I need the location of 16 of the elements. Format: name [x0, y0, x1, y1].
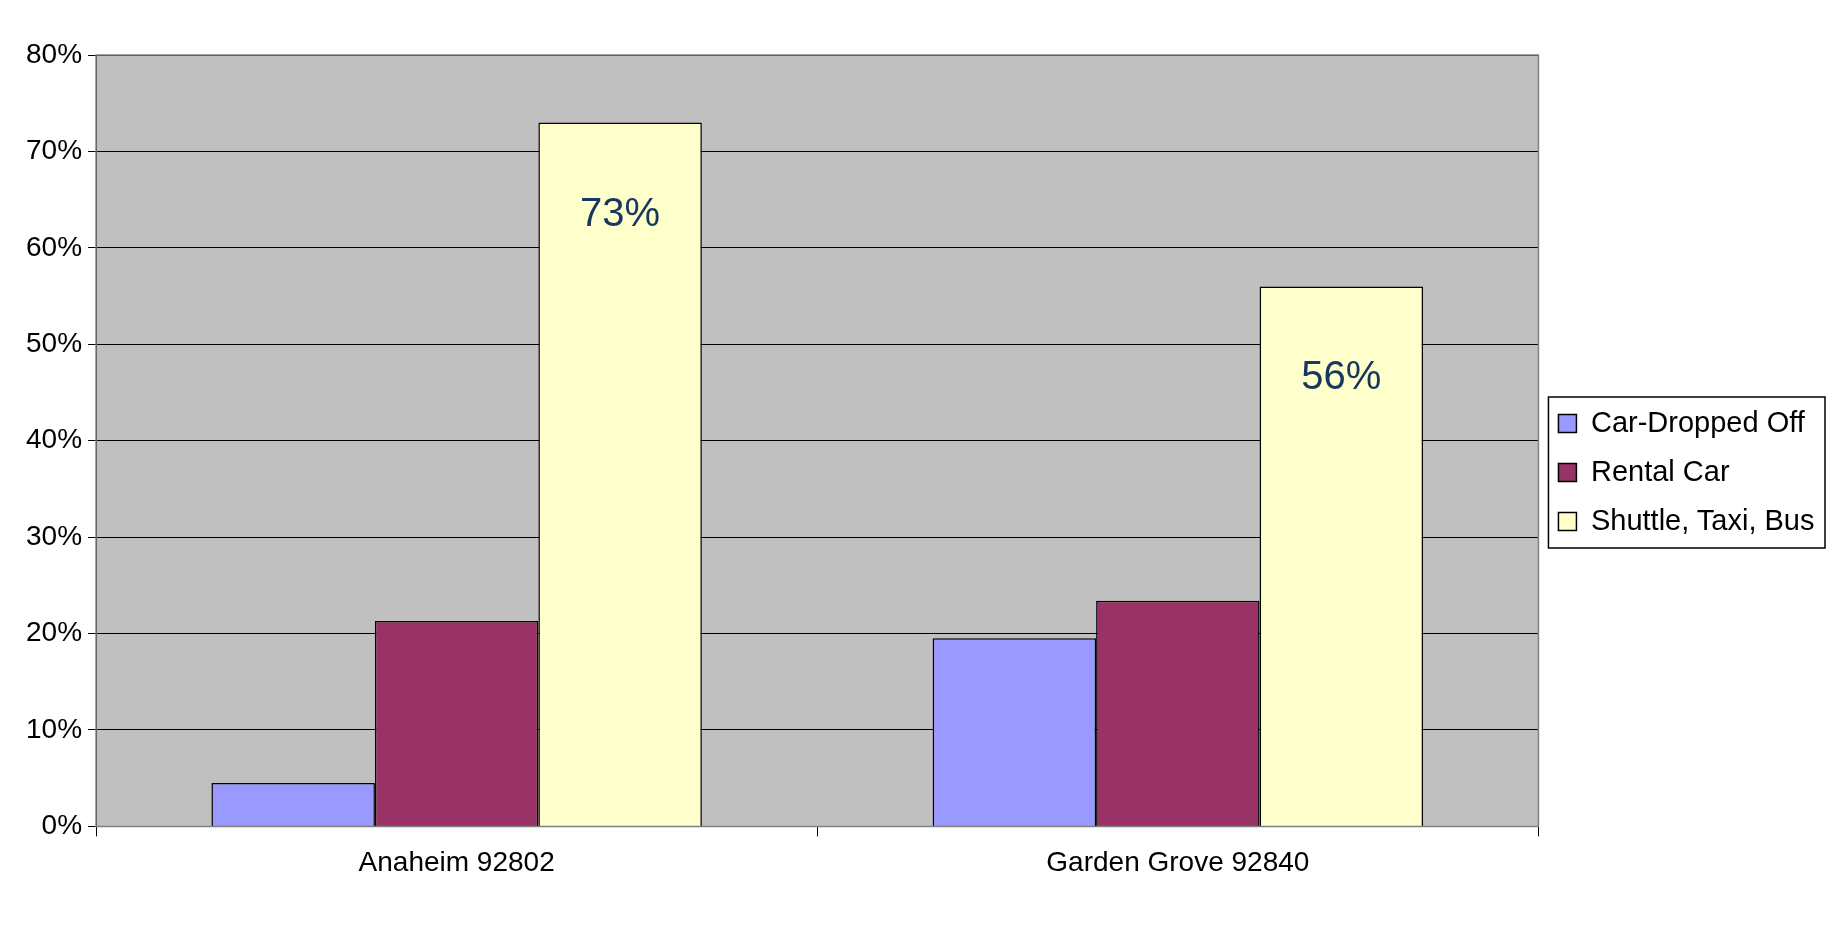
- y-tick-label: 30%: [25, 519, 83, 551]
- y-tick-label: 0%: [41, 809, 83, 841]
- y-tick-label: 50%: [25, 326, 83, 358]
- y-tick-label: 70%: [25, 134, 83, 166]
- y-tick-label: 10%: [25, 712, 83, 744]
- y-tick-label: 60%: [25, 230, 83, 262]
- y-tick-label: 20%: [25, 616, 83, 648]
- data-label: 73%: [580, 189, 661, 234]
- x-tick-label: Garden Grove 92840: [1046, 845, 1310, 877]
- y-tick-label: 80%: [25, 37, 83, 69]
- legend-label: Shuttle, Taxi, Bus: [1590, 503, 1815, 536]
- legend-label: Car-Dropped Off: [1590, 405, 1806, 438]
- data-label: 56%: [1301, 353, 1382, 398]
- x-tick-label: Anaheim 92802: [358, 845, 555, 877]
- y-tick-label: 40%: [25, 423, 83, 455]
- legend-label: Rental Car: [1590, 454, 1730, 487]
